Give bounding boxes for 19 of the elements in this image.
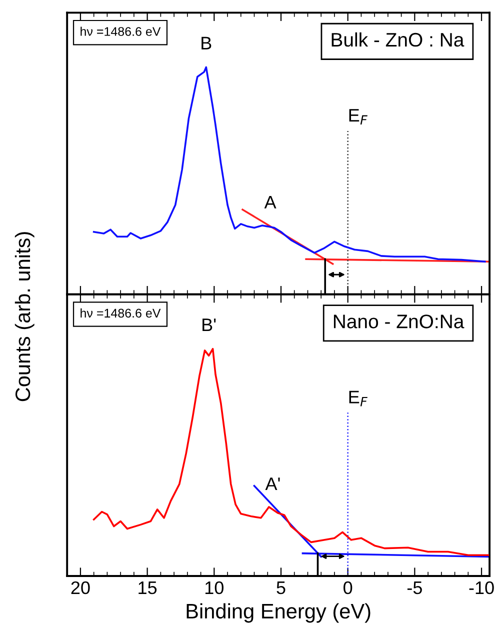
text: hν =1486.6 eV bbox=[80, 26, 161, 36]
x-tick-label: 10 bbox=[205, 581, 224, 594]
y-axis-title: Counts (arb. units) bbox=[14, 232, 34, 402]
annotation: B bbox=[202, 36, 212, 50]
annotation: A bbox=[264, 196, 276, 208]
annotation: B' bbox=[202, 318, 216, 332]
text: Nano - ZnO:Na bbox=[334, 314, 464, 328]
x-axis-title: Binding Energy (eV) bbox=[186, 603, 370, 623]
x-tick-label: 15 bbox=[138, 582, 157, 594]
x-tick-label: -5 bbox=[407, 582, 422, 594]
x-tick-label: 20 bbox=[71, 581, 90, 594]
ref-line-label: E$_{F}$ bbox=[349, 109, 368, 125]
x-tick-label: 0 bbox=[344, 581, 352, 594]
text: Bulk - ZnO : Na bbox=[332, 32, 464, 47]
x-tick-label: 5 bbox=[276, 582, 286, 594]
annotation: A' bbox=[265, 478, 280, 490]
text: hν =1486.6 eV bbox=[80, 308, 161, 318]
x-tick-label: -10 bbox=[469, 581, 494, 594]
ref-line-label: E$_{F}$ bbox=[349, 390, 368, 406]
